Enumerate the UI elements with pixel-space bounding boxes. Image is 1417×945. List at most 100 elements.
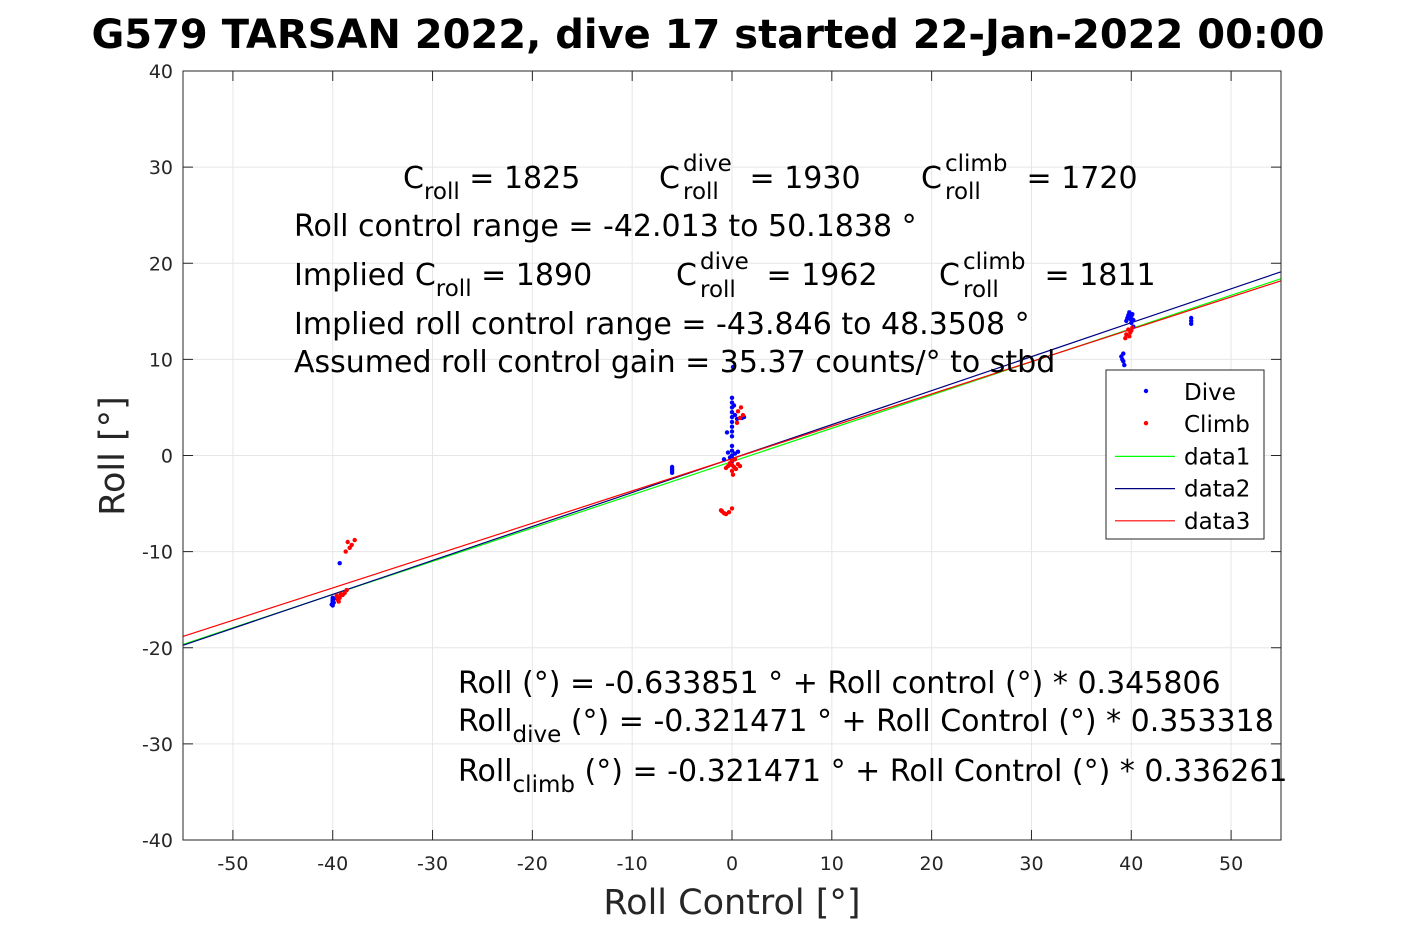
data-point-dive [721, 457, 727, 462]
data-point-climb [352, 537, 357, 543]
data-point-dive [669, 470, 675, 475]
y-tick-label: -40 [142, 830, 173, 852]
data-point-climb [734, 420, 740, 425]
data-point-climb [338, 591, 343, 597]
legend: Dive Climb data1 data2 data3 [1105, 369, 1265, 540]
data-point-climb [336, 599, 341, 604]
x-tick-label: -50 [217, 853, 248, 875]
y-axis-label: Roll [°] [93, 396, 133, 516]
data-point-climb [740, 412, 746, 418]
x-tick-label: -30 [417, 853, 448, 875]
data-point-dive [1131, 317, 1136, 323]
annotation-line4: Implied roll control range = -43.846 to … [294, 307, 1030, 342]
legend-label: data2 [1184, 477, 1250, 503]
legend-label: data3 [1184, 509, 1250, 535]
chart-title: G579 TARSAN 2022, dive 17 started 22-Jan… [91, 12, 1324, 58]
c-roll-text: Croll = 1825 [403, 161, 580, 205]
data-point-dive [724, 430, 730, 435]
x-tick-label: 40 [1119, 853, 1143, 875]
data-point-climb [732, 457, 738, 462]
x-tick-label: 0 [726, 853, 738, 875]
data-point-dive [732, 412, 738, 418]
fit-equation-climb: Rollclimb (°) = -0.321471 ° + Roll Contr… [458, 754, 1288, 798]
data-point-climb [718, 508, 724, 513]
data-point-dive [1121, 359, 1126, 364]
x-tick-label: 20 [920, 853, 944, 875]
data-point-dive [729, 429, 735, 434]
data-point-climb [737, 463, 743, 469]
implied-c-roll-text: Implied Croll = 1890 [294, 258, 592, 302]
data-point-climb [349, 542, 354, 548]
y-tick-label: 30 [149, 157, 173, 179]
data-point-dive [729, 424, 735, 429]
fit-equation-1: Roll (°) = -0.633851 ° + Roll control (°… [458, 666, 1221, 701]
y-tick-label: -30 [142, 734, 173, 756]
annotation-line2: Roll control range = -42.013 to 50.1838 … [294, 209, 917, 244]
legend-label: Dive [1184, 380, 1236, 406]
data-point-climb [1123, 336, 1128, 341]
x-tick-label: 30 [1019, 853, 1043, 875]
legend-marker-climb [1143, 421, 1149, 426]
data-point-dive [1130, 312, 1135, 317]
data-point-dive [731, 403, 737, 408]
data-point-climb [730, 472, 736, 477]
data-point-dive [729, 448, 735, 453]
axis-ticks: -50 -40 -30 -20 -10 0 10 20 30 40 50 -40 -30 -20 -10 0 1… [142, 61, 1281, 875]
data-point-dive [337, 561, 342, 566]
data-point-dive [1189, 321, 1194, 326]
data-point-dive [729, 443, 735, 449]
data-point-dive [730, 364, 736, 370]
data-point-dive [331, 596, 336, 601]
plot-border [182, 70, 1282, 841]
x-tick-label: -40 [317, 853, 348, 875]
data-point-climb [723, 465, 729, 471]
data-point-dive [725, 450, 731, 455]
y-tick-label: 10 [149, 349, 173, 371]
data-point-dive [329, 602, 334, 607]
data-point-climb [738, 405, 744, 410]
data-point-climb [729, 468, 735, 474]
data-point-dive [1122, 362, 1127, 368]
data-point-climb [1127, 334, 1132, 339]
legend-marker-dive [1143, 388, 1149, 394]
data-point-dive [729, 419, 735, 425]
data-point-climb [733, 466, 739, 472]
data-point-climb [726, 510, 732, 515]
data-point-climb [334, 593, 339, 598]
scatter-points [329, 310, 1194, 608]
data-point-climb [343, 549, 348, 554]
x-tick-label: -10 [617, 853, 648, 875]
data-point-dive [735, 449, 741, 454]
legend-label: Climb [1184, 412, 1250, 438]
data-point-climb [1129, 328, 1134, 333]
legend-label: data1 [1184, 444, 1250, 470]
y-tick-label: -20 [142, 638, 173, 660]
annotation-line5: Assumed roll control gain = 35.37 counts… [294, 345, 1055, 380]
y-tick-label: 0 [161, 446, 173, 468]
x-tick-label: 10 [820, 853, 844, 875]
data-point-dive [729, 410, 735, 415]
fit-equation-dive: Rolldive (°) = -0.321471 ° + Roll Contro… [458, 704, 1274, 748]
data-point-climb [344, 587, 349, 593]
data-point-climb [737, 415, 743, 421]
data-point-climb [345, 539, 350, 545]
data-point-climb [729, 506, 735, 511]
data-point-dive [729, 395, 735, 400]
data-point-dive [1121, 351, 1126, 356]
y-tick-label: -10 [142, 542, 173, 564]
x-tick-label: -20 [517, 853, 548, 875]
y-tick-label: 40 [149, 61, 173, 83]
data-point-climb [735, 409, 741, 414]
x-axis-label: Roll Control [°] [603, 883, 860, 923]
legend-box [1105, 369, 1265, 540]
x-tick-label: 50 [1219, 853, 1243, 875]
data-point-dive [729, 434, 735, 439]
y-tick-label: 20 [149, 253, 173, 275]
